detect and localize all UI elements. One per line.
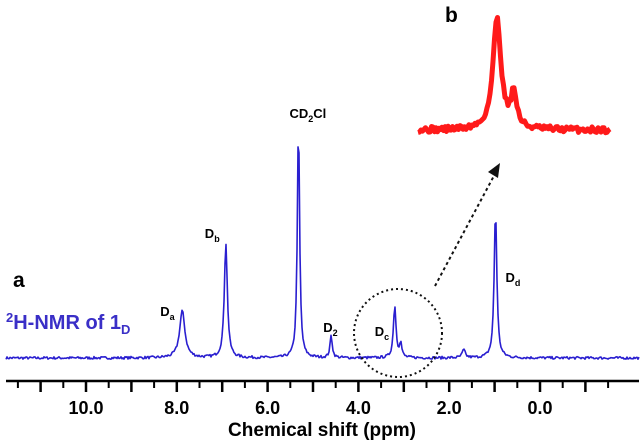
peak-labels: Da Db CD2Cl D2 Dc Dd (160, 106, 520, 342)
x-axis-ticks (16, 381, 610, 392)
panel-label-a: a (13, 269, 25, 292)
tick-label: 2.0 (437, 398, 462, 418)
main-spectrum-line (5, 146, 640, 360)
zoom-arrow-line (434, 171, 497, 287)
spectrum-name-label: 2H-NMR of 1D (6, 310, 130, 337)
tick-label: 4.0 (346, 398, 371, 418)
panel-label-b: b (445, 4, 458, 27)
zoom-arrow-head (488, 163, 500, 178)
tick-label: 0.0 (527, 398, 552, 418)
peak-label-a: Da (160, 304, 175, 322)
peak-label-c: Dc (375, 324, 389, 342)
tick-label: 6.0 (255, 398, 280, 418)
tick-label: 10.0 (68, 398, 103, 418)
zoom-circle (353, 288, 443, 378)
peak-label-b: Db (205, 226, 220, 244)
peak-label-d: Dd (506, 270, 521, 288)
peak-label-2-Cl: CD2Cl (290, 106, 327, 124)
tick-label: 8.0 (164, 398, 189, 418)
x-axis-tick-labels: 10.0 8.0 6.0 4.0 2.0 0.0 (68, 398, 552, 418)
x-axis-title: Chemical shift (ppm) (228, 420, 416, 441)
peak-label-2: D2 (323, 320, 337, 338)
inset-spectrum-line (417, 15, 612, 136)
